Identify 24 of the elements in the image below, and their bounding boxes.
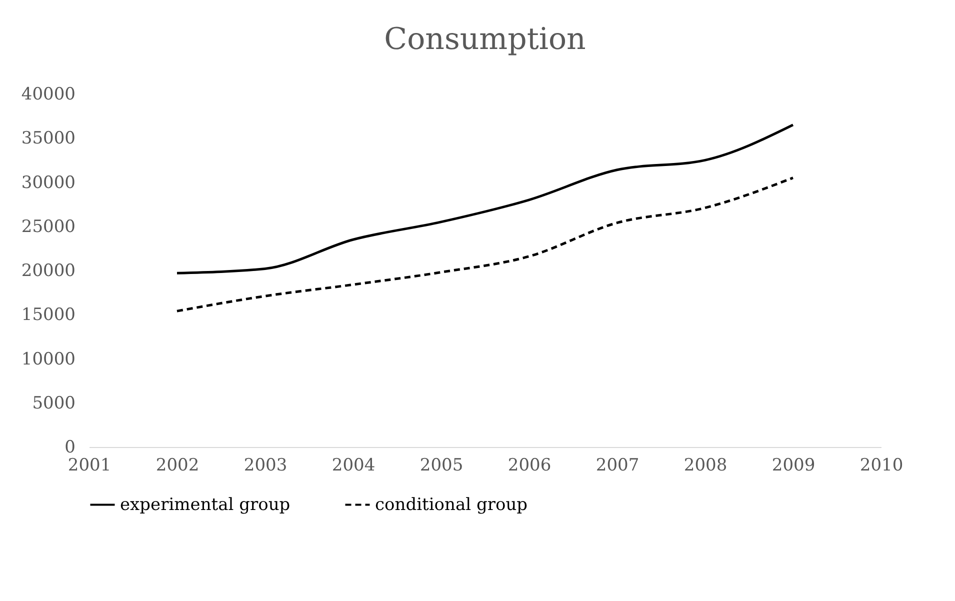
y-tick-label: 30000	[21, 172, 76, 193]
x-tick-label: 2004	[332, 456, 376, 476]
y-tick-label: 25000	[21, 216, 76, 237]
y-tick-label: 10000	[21, 349, 76, 370]
x-tick-label: 2006	[508, 456, 552, 476]
legend-label: conditional group	[375, 494, 528, 515]
y-tick-label: 5000	[32, 393, 76, 414]
x-tick-label: 2001	[68, 456, 112, 476]
y-tick-label: 40000	[21, 84, 76, 104]
y-tick-label: 0	[64, 438, 76, 458]
x-tick-label: 2002	[156, 456, 200, 476]
chart-title: Consumption	[384, 22, 586, 57]
line-series	[176, 124, 794, 274]
x-tick-label: 2003	[244, 456, 288, 476]
y-tick-label: 20000	[21, 261, 76, 281]
legend-label: experimental group	[120, 494, 290, 515]
x-tick-label: 2009	[772, 456, 816, 476]
x-tick-label: 2007	[596, 456, 640, 476]
x-tick-label: 2005	[420, 456, 464, 476]
x-tick-label: 2008	[684, 456, 728, 476]
line-series	[176, 176, 794, 312]
x-tick-label: 2010	[860, 456, 904, 476]
y-tick-label: 15000	[21, 305, 76, 326]
y-tick-label: 35000	[21, 128, 76, 149]
